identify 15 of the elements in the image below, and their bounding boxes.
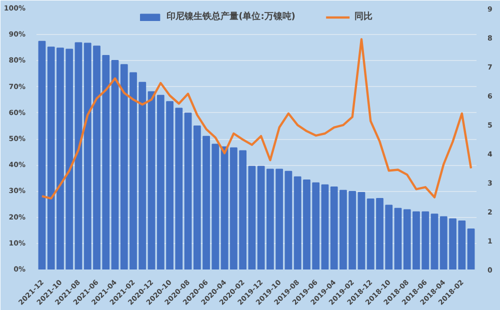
bar [38, 40, 46, 270]
bar [394, 208, 402, 270]
legend-label: 同比 [354, 10, 374, 23]
bar [148, 91, 156, 270]
bar [321, 184, 329, 270]
bar [284, 170, 292, 270]
bar [358, 192, 366, 270]
bar [111, 60, 119, 270]
bar [74, 42, 82, 270]
bar [467, 228, 475, 270]
bar [184, 112, 192, 270]
legend-label: 印尼镍生铁总产量(单位:万镍吨) [166, 10, 296, 23]
bar [430, 214, 438, 270]
bar [220, 146, 228, 270]
line-series [40, 38, 472, 200]
